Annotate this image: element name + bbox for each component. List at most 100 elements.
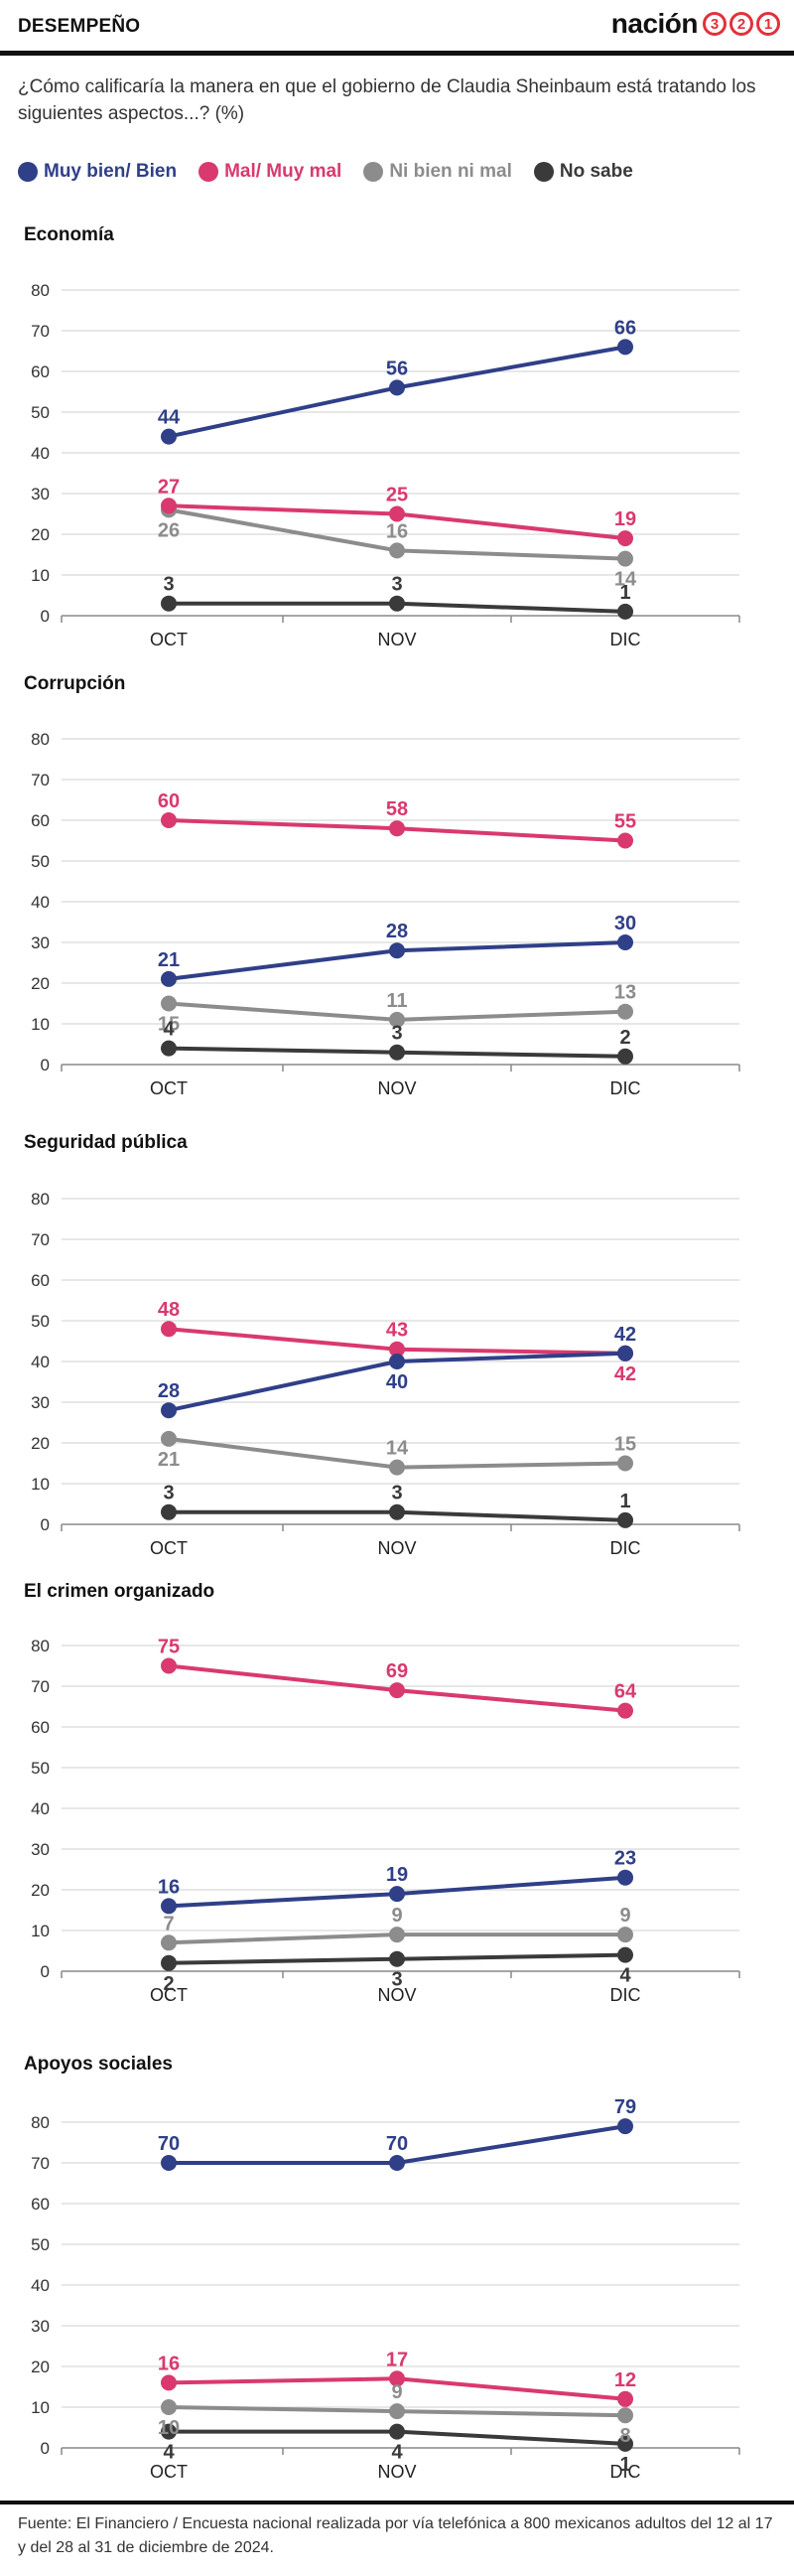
- y-tick-label: 30: [31, 1393, 50, 1412]
- y-tick-label: 60: [31, 1271, 50, 1290]
- y-tick-label: 10: [31, 2398, 50, 2417]
- y-tick-label: 10: [31, 1015, 50, 1034]
- data-label-muy-bien-bien: 70: [386, 2133, 408, 2155]
- brand-digit-2: 2: [729, 12, 753, 36]
- x-tick-label: NOV: [377, 630, 416, 649]
- y-tick-label: 0: [41, 1962, 50, 1981]
- data-label-muy-bien-bien: 42: [614, 1324, 636, 1346]
- y-tick-label: 80: [31, 730, 50, 749]
- data-point-ni-bien-ni-mal: [617, 2407, 633, 2424]
- data-label-ni-bien-ni-mal: 10: [158, 2417, 180, 2439]
- data-label-muy-bien-bien: 30: [614, 913, 636, 934]
- data-point-ni-bien-ni-mal: [617, 1927, 633, 1943]
- y-tick-label: 20: [31, 974, 50, 993]
- data-label-no-sabe: 3: [391, 574, 402, 596]
- section-label: DESEMPEÑO: [18, 16, 141, 37]
- data-point-muy-bien-bien: [617, 2118, 633, 2135]
- data-point-ni-bien-ni-mal: [389, 1459, 405, 1476]
- data-label-ni-bien-ni-mal: 26: [158, 519, 180, 541]
- data-label-ni-bien-ni-mal: 9: [391, 2381, 402, 2403]
- data-label-mal-muy-mal: 75: [158, 1637, 180, 1658]
- data-point-mal-muy-mal: [389, 1341, 405, 1358]
- chart-apoyos-sociales: 0 10 20 30 40 50 60 70 80 OCT NOV DIC 70 16 10 4 70 17 9 4 7…: [31, 2096, 740, 2482]
- data-label-ni-bien-ni-mal: 9: [619, 1905, 630, 1927]
- data-point-mal-muy-mal: [161, 498, 177, 514]
- y-tick-label: 60: [31, 362, 50, 381]
- y-tick-label: 80: [31, 281, 50, 300]
- legend: Muy bien/ Bien Mal/ Muy mal Ni bien ni m…: [18, 161, 633, 183]
- chart-economia: 0 10 20 30 40 50 60 70 80 OCT NOV DIC 44 27 26 3 56 25 16 3…: [31, 281, 740, 649]
- legend-dot-icon: [198, 162, 219, 182]
- source-note: Fuente: El Financiero / Encuesta naciona…: [18, 2515, 773, 2556]
- y-tick-label: 50: [31, 2235, 50, 2254]
- y-tick-label: 0: [41, 607, 50, 626]
- y-tick-label: 40: [31, 1799, 50, 1818]
- data-point-ni-bien-ni-mal: [161, 2399, 177, 2415]
- data-label-mal-muy-mal: 64: [614, 1681, 637, 1703]
- data-label-no-sabe: 2: [619, 1027, 630, 1049]
- chart-title-seguridad-publica: Seguridad pública: [24, 1132, 188, 1153]
- x-tick-label: OCT: [150, 1985, 188, 2005]
- data-point-mal-muy-mal: [161, 1657, 177, 1674]
- data-label-no-sabe: 1: [619, 582, 630, 604]
- data-label-no-sabe: 3: [391, 1023, 402, 1045]
- data-label-muy-bien-bien: 56: [386, 358, 408, 379]
- y-tick-label: 0: [41, 2439, 50, 2458]
- data-point-muy-bien-bien: [161, 1402, 177, 1419]
- data-point-no-sabe: [161, 595, 177, 612]
- data-label-mal-muy-mal: 25: [386, 485, 408, 506]
- data-point-muy-bien-bien: [161, 970, 177, 987]
- data-label-ni-bien-ni-mal: 14: [614, 569, 637, 591]
- y-tick-label: 50: [31, 852, 50, 871]
- legend-label: No sabe: [559, 161, 633, 182]
- data-label-mal-muy-mal: 27: [158, 476, 180, 498]
- y-tick-label: 40: [31, 1353, 50, 1371]
- data-label-muy-bien-bien: 28: [158, 1380, 180, 1402]
- y-tick-label: 80: [31, 2113, 50, 2132]
- y-tick-label: 20: [31, 2358, 50, 2376]
- data-point-mal-muy-mal: [617, 2390, 633, 2407]
- y-tick-label: 80: [31, 1190, 50, 1209]
- y-tick-label: 50: [31, 403, 50, 422]
- data-label-muy-bien-bien: 23: [614, 1848, 636, 1870]
- header-rule: [0, 51, 794, 56]
- y-tick-label: 10: [31, 1922, 50, 1940]
- data-point-muy-bien-bien: [617, 339, 633, 356]
- x-tick-label: OCT: [150, 2462, 188, 2482]
- data-point-no-sabe: [161, 1954, 177, 1971]
- data-label-mal-muy-mal: 48: [158, 1299, 180, 1321]
- data-label-no-sabe: 3: [163, 574, 174, 596]
- legend-item-mal: Mal/ Muy mal: [198, 161, 341, 183]
- y-tick-label: 70: [31, 1677, 50, 1696]
- data-label-no-sabe: 4: [391, 2442, 403, 2464]
- y-tick-label: 70: [31, 1230, 50, 1249]
- x-tick-label: NOV: [377, 1538, 416, 1558]
- data-label-ni-bien-ni-mal: 8: [619, 2425, 630, 2447]
- data-point-muy-bien-bien: [389, 2155, 405, 2171]
- data-point-mal-muy-mal: [161, 2374, 177, 2391]
- data-point-muy-bien-bien: [617, 1869, 633, 1886]
- data-point-no-sabe: [161, 1040, 177, 1057]
- data-point-muy-bien-bien: [161, 1898, 177, 1915]
- data-point-muy-bien-bien: [161, 428, 177, 445]
- data-point-muy-bien-bien: [389, 379, 405, 396]
- legend-dot-icon: [18, 162, 38, 182]
- data-label-mal-muy-mal: 43: [386, 1320, 408, 1342]
- data-point-no-sabe: [617, 1511, 633, 1528]
- data-point-mal-muy-mal: [617, 1702, 633, 1719]
- data-point-muy-bien-bien: [161, 2155, 177, 2171]
- data-label-mal-muy-mal: 17: [386, 2349, 408, 2370]
- legend-dot-icon: [363, 162, 384, 182]
- data-point-mal-muy-mal: [617, 530, 633, 547]
- data-label-no-sabe: 3: [391, 1483, 402, 1504]
- data-point-no-sabe: [617, 1946, 633, 1963]
- chart-title-crimen-organizado: El crimen organizado: [24, 1581, 215, 1602]
- y-tick-label: 30: [31, 2317, 50, 2336]
- data-label-muy-bien-bien: 28: [386, 921, 408, 942]
- data-label-muy-bien-bien: 16: [158, 1876, 180, 1898]
- chart-seguridad-publica: 0 10 20 30 40 50 60 70 80 OCT NOV DIC 28 48 21 3 40 43 14 3…: [31, 1190, 740, 1558]
- data-point-no-sabe: [617, 603, 633, 620]
- y-tick-label: 10: [31, 566, 50, 585]
- x-tick-label: OCT: [150, 630, 188, 649]
- data-point-mal-muy-mal: [617, 832, 633, 849]
